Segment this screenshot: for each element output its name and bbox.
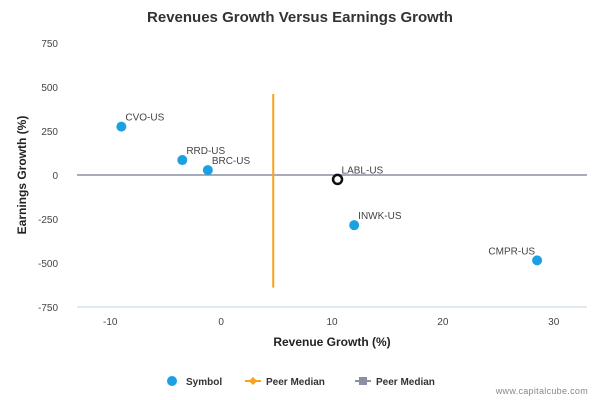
data-point-rrd-us xyxy=(177,155,188,166)
legend-peer-median-diamond xyxy=(249,377,257,385)
x-tick-label: 10 xyxy=(326,317,338,328)
x-tick-label: 20 xyxy=(437,317,449,328)
legend-item-label: Peer Median xyxy=(266,377,325,388)
data-label-brc-us: BRC-US xyxy=(212,156,251,167)
data-point-labl-us xyxy=(331,173,344,186)
chart-title: Revenues Growth Versus Earnings Growth xyxy=(147,9,453,26)
y-tick-labels: 750 500 250 0 -250 -500 -750 xyxy=(38,39,58,314)
x-tick-labels: -10 0 10 20 30 xyxy=(103,317,560,328)
data-label-inwk-us: INWK-US xyxy=(358,211,402,222)
x-tick-label: 30 xyxy=(548,317,560,328)
data-point-cvo-us xyxy=(116,121,127,132)
legend-peer-median-square xyxy=(359,377,367,385)
y-tick-label: 750 xyxy=(41,39,58,50)
y-tick-label: -750 xyxy=(38,303,58,314)
data-label-cvo-us: CVO-US xyxy=(125,113,164,124)
y-tick-label: -500 xyxy=(38,259,58,270)
legend-symbol-marker xyxy=(167,376,177,386)
data-point-inwk-us xyxy=(349,220,360,231)
data-point-cmpr-us xyxy=(532,255,543,266)
footer-watermark: www.capitalcube.com xyxy=(495,386,588,396)
data-label-rrd-us: RRD-US xyxy=(186,146,225,157)
y-tick-label: 0 xyxy=(52,171,58,182)
y-tick-label: 500 xyxy=(41,83,58,94)
data-point-brc-us xyxy=(202,165,213,176)
data-label-cmpr-us: CMPR-US xyxy=(488,246,535,257)
y-tick-label: -250 xyxy=(38,215,58,226)
legend-item-label: Peer Median xyxy=(376,377,435,388)
legend: Symbol Peer Median Peer Median xyxy=(167,376,435,388)
legend-item-label: Symbol xyxy=(186,377,222,388)
y-axis-label: Earnings Growth (%) xyxy=(15,116,29,235)
x-tick-label: 0 xyxy=(218,317,224,328)
y-tick-label: 250 xyxy=(41,127,58,138)
data-label-labl-us: LABL-US xyxy=(342,165,384,176)
x-tick-label: -10 xyxy=(103,317,118,328)
x-axis-label: Revenue Growth (%) xyxy=(273,335,390,349)
